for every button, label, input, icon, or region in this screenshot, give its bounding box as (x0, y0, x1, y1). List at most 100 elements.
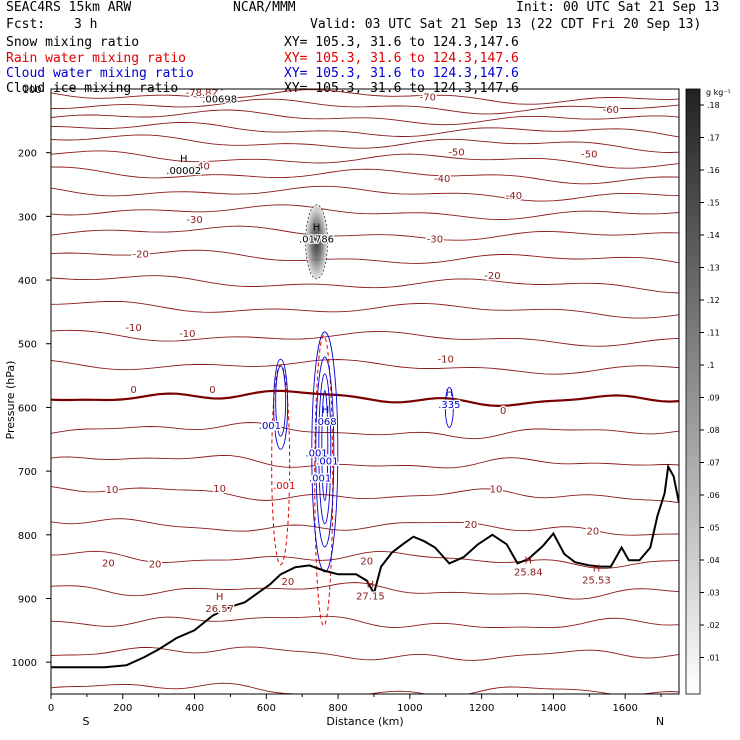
field-xy-cloud-water: XY= 105.3, 31.6 to 124.3,147.6 (284, 66, 519, 81)
extremum-marker: H (525, 556, 533, 567)
terrain-surface (51, 463, 679, 669)
isotherm-line (51, 185, 679, 202)
y-axis-label: Pressure (hPa) (4, 361, 17, 440)
contour-value-label: .001 (309, 474, 331, 485)
colorbar-tick-label: .12 (707, 296, 720, 305)
isotherm-label: 20 (281, 577, 294, 588)
plot-frame (50, 88, 680, 695)
extremum-marker: H (593, 563, 601, 574)
extremum-value: 26.57 (205, 604, 234, 615)
extremum-marker: H (216, 83, 224, 94)
zero-isotherm (51, 389, 679, 408)
organization: NCAR/MMM (233, 0, 296, 15)
isotherm-label: 0 (209, 385, 215, 396)
isotherm-label: -40 (434, 174, 450, 185)
extremum-marker: H (313, 223, 321, 234)
x-tick-label: 1200 (469, 703, 494, 714)
field-name-cloud-water: Cloud water mixing ratio (6, 66, 194, 81)
colorbar-tick-label: .18 (707, 101, 720, 110)
y-tick-label: 200 (18, 149, 37, 160)
colorbar-tick-label: .11 (707, 329, 720, 338)
isotherm-label: -10 (125, 323, 141, 334)
isotherm-line (51, 166, 679, 185)
x-tick-label: 400 (185, 703, 204, 714)
isotherm-line (51, 121, 679, 138)
cloud-water-contour (321, 390, 329, 502)
isotherm-label: 10 (490, 485, 503, 496)
south-end-label: S (83, 715, 90, 728)
field-xy-rain: XY= 105.3, 31.6 to 124.3,147.6 (284, 51, 519, 66)
colorbar-tick-label: .03 (707, 589, 720, 598)
extremum-value: .335 (438, 400, 460, 411)
x-tick-label: 200 (113, 703, 132, 714)
extremum-marker: H (446, 388, 454, 399)
isotherm-line (51, 550, 679, 569)
colorbar-tick-label: .13 (707, 264, 720, 273)
colorbar-tick-label: .02 (707, 621, 720, 630)
isotherm-label: -40 (506, 191, 522, 202)
cloud-water-contour (315, 356, 335, 548)
isotherm-line (51, 422, 679, 440)
init-time: Init: 00 UTC Sat 21 Sep 13 (516, 0, 720, 15)
isotherm-label: -78.82 (186, 88, 218, 99)
colorbar-tick-label: .14 (707, 231, 720, 240)
isotherm-label: 20 (102, 558, 115, 569)
rain-water-contour (314, 335, 334, 627)
isotherm-line (51, 98, 679, 115)
extremum-value: .00698 (202, 95, 237, 106)
isotherm-line (51, 329, 679, 347)
isotherm-label: 0 (130, 385, 136, 396)
y-tick-label: 700 (18, 467, 37, 478)
y-tick-label: 600 (18, 403, 37, 414)
colorbar-tick-label: .1 (707, 361, 715, 370)
cloud-water-contour (444, 386, 454, 428)
forecast-label: Fcst: (6, 17, 46, 32)
isotherm-line (51, 682, 679, 694)
model-name: SEAC4RS 15km ARW (6, 0, 132, 15)
forecast-hours: 3 h (74, 17, 98, 32)
isotherm-label: -50 (581, 150, 597, 161)
cloud-water-contour (275, 365, 287, 437)
colorbar-tick-label: .06 (707, 491, 720, 500)
valid-time: Valid: 03 UTC Sat 21 Sep 13 (22 CDT Fri … (310, 17, 702, 32)
field-name-snow: Snow mixing ratio (6, 35, 140, 50)
field-xy-snow: XY= 105.3, 31.6 to 124.3,147.6 (284, 35, 519, 50)
isotherm-label: 20 (360, 557, 373, 568)
isotherm-label: -10 (179, 329, 195, 340)
north-end-label: N (656, 715, 664, 728)
colorbar-unit: g kg⁻¹ (706, 88, 731, 97)
y-tick-label: 400 (18, 276, 37, 287)
isotherm-line (51, 204, 679, 220)
colorbar: g kg⁻¹ .01 .02 .03 .04 .05 .06 .07 .08 .09 .1 .11.… (685, 88, 731, 695)
isotherm-label: -50 (448, 148, 464, 159)
isotherm-line (51, 89, 679, 105)
extremum-value: 25.84 (514, 568, 543, 579)
x-tick-label: 1400 (541, 703, 566, 714)
isotherm-line (51, 359, 679, 375)
isotherm-label: -40 (194, 162, 210, 173)
isotherm-line (51, 225, 679, 241)
contour-value-label: .001 (273, 481, 295, 492)
cloud-water-contour (273, 358, 289, 450)
y-tick-label: 300 (18, 212, 37, 223)
isotherm-line (51, 249, 679, 264)
snow-mixing-ratio-shading (305, 204, 328, 279)
extremum-value: .01786 (299, 235, 334, 246)
x-tick-label: 800 (329, 703, 348, 714)
extremum-marker: H (216, 592, 224, 603)
colorbar-tick-label: .15 (707, 199, 720, 208)
isotherm-label: -30 (427, 234, 443, 245)
x-tick-label: 1600 (612, 703, 637, 714)
cloud-water-contour (318, 373, 332, 525)
isotherm-line (51, 646, 679, 661)
isotherm-line (51, 582, 679, 600)
colorbar-tick-label: .09 (707, 394, 720, 403)
isotherm-label: -10 (438, 355, 454, 366)
isotherm-label: 20 (464, 520, 477, 531)
isotherm-line (51, 134, 679, 153)
x-tick-label: 0 (48, 703, 54, 714)
contour-value-label: .001 (316, 457, 338, 468)
colorbar-tick-label: .17 (707, 134, 720, 143)
colorbar-tick-label: .04 (707, 556, 720, 565)
isotherm-line (51, 150, 679, 169)
